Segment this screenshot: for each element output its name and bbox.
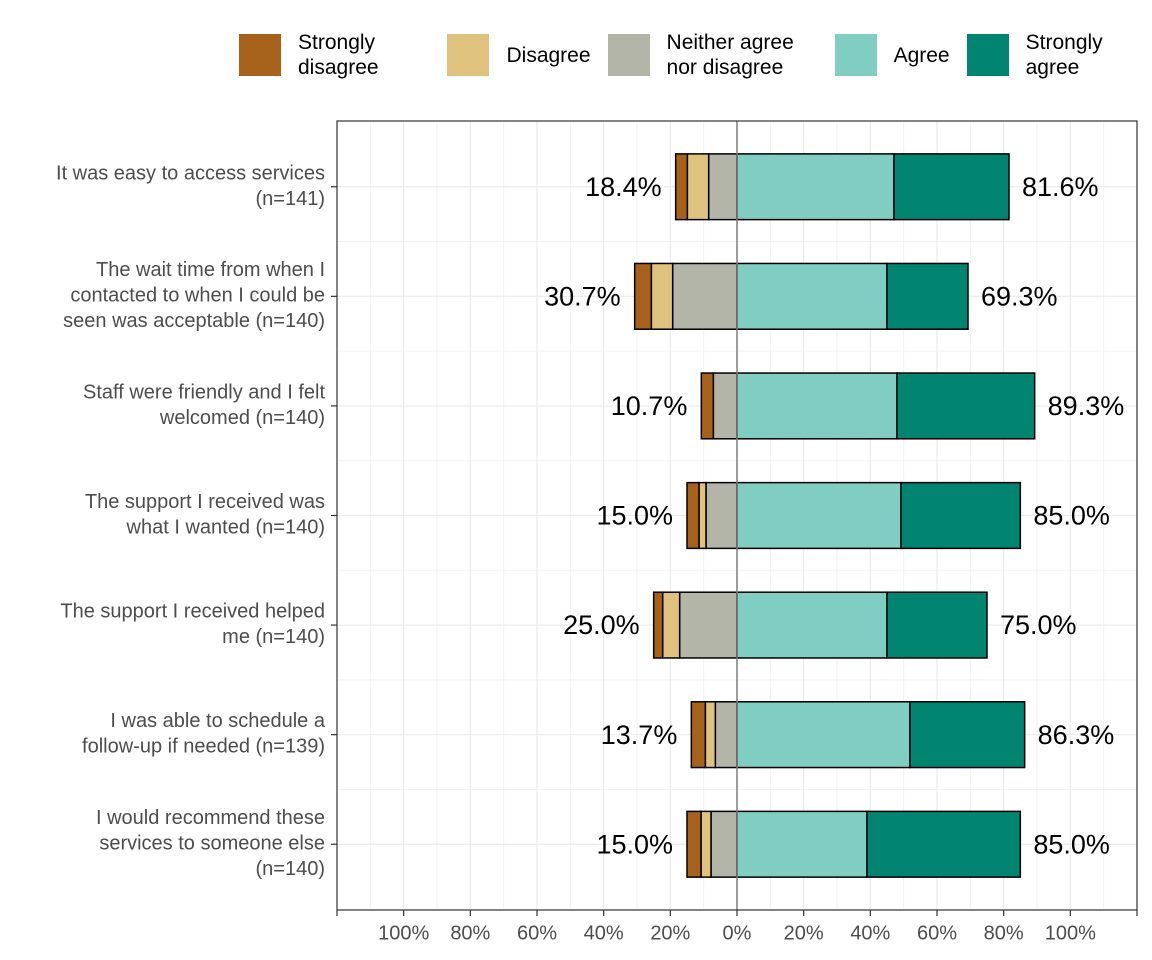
x-tick-label: 60% <box>517 922 557 944</box>
legend-label: Agree <box>893 43 950 67</box>
total-label: 25.0% <box>563 610 640 640</box>
total-label: 15.0% <box>596 501 673 531</box>
y-tick-label: what I wanted (n=140) <box>126 517 325 539</box>
legend-item: Strongly disagree <box>239 30 430 80</box>
legend-swatch <box>447 34 490 76</box>
bar-segment <box>736 810 868 878</box>
legend-item: Strongly agree <box>966 30 1135 80</box>
x-tick-label: 80% <box>450 922 490 944</box>
bar-segment <box>736 591 888 659</box>
legend-label: Strongly agree <box>1025 31 1103 79</box>
legend-label: Neither agree nor disagree <box>666 31 794 79</box>
bar-segment <box>674 153 689 221</box>
x-tick-label: 100% <box>378 922 429 944</box>
total-label: 86.3% <box>1038 720 1115 750</box>
bar-segment <box>671 262 738 330</box>
y-tick-label: seen was acceptable (n=140) <box>63 310 325 332</box>
x-tick-label: 80% <box>984 922 1024 944</box>
bar-segment <box>893 153 1010 221</box>
bar-segment <box>909 701 1026 769</box>
y-tick-label: services to someone else <box>99 833 325 855</box>
y-tick-label: (n=140) <box>256 858 326 880</box>
bar-segment <box>652 591 664 659</box>
bar-segment <box>736 481 902 550</box>
y-tick-label: (n=141) <box>256 188 326 210</box>
bar-segment <box>678 591 738 659</box>
total-label: 89.3% <box>1048 391 1125 421</box>
x-tick-label: 20% <box>650 922 690 944</box>
y-tick-label: It was easy to access services <box>56 162 325 184</box>
total-label: 75.0% <box>1000 610 1077 640</box>
y-tick-label: welcomed (n=140) <box>159 407 325 429</box>
bar-segment <box>698 481 707 550</box>
total-label: 18.4% <box>585 172 662 202</box>
bar-segment <box>736 262 888 330</box>
bar-segment <box>886 591 988 659</box>
bar-segment <box>690 701 707 769</box>
legend-label: Disagree <box>506 43 591 67</box>
legend: Strongly disagree Disagree Neither agree n… <box>239 30 1152 80</box>
bar-segment <box>633 262 653 330</box>
y-tick-label: The wait time from when I <box>96 259 325 281</box>
x-tick-label: 40% <box>850 922 890 944</box>
bar-segment <box>736 153 895 221</box>
legend-label: Strongly disagree <box>298 31 379 79</box>
legend-item: Agree <box>834 34 950 76</box>
total-label: 81.6% <box>1022 172 1099 202</box>
bar-segment <box>714 701 738 769</box>
y-tick-label: contacted to when I could be <box>70 285 325 307</box>
total-label: 10.7% <box>611 391 688 421</box>
total-label: 85.0% <box>1033 501 1110 531</box>
bar-segment <box>866 810 1022 878</box>
total-label: 69.3% <box>981 281 1058 311</box>
bar-segment <box>896 372 1036 440</box>
bar-segment <box>705 481 738 550</box>
y-tick-label: I was able to schedule a <box>110 710 325 732</box>
legend-swatch <box>239 34 281 76</box>
legend-swatch <box>607 34 650 76</box>
bar-segment <box>736 372 898 440</box>
bar-segment <box>712 372 738 440</box>
bar-segment <box>704 701 717 769</box>
bar-segment <box>700 810 712 878</box>
total-label: 85.0% <box>1033 829 1110 859</box>
x-tick-label: 60% <box>917 922 957 944</box>
bar-segment <box>650 262 674 330</box>
y-tick-label: The support I received helped <box>60 601 325 623</box>
x-tick-label: 40% <box>584 922 624 944</box>
y-tick-label: Staff were friendly and I felt <box>83 381 325 403</box>
bar-segment <box>710 810 738 878</box>
total-label: 30.7% <box>544 281 621 311</box>
legend-swatch <box>834 34 877 76</box>
bar-segment <box>686 153 710 221</box>
x-tick-label: 100% <box>1045 922 1096 944</box>
y-tick-label: I would recommend these <box>96 807 325 829</box>
bar-segment <box>686 810 702 878</box>
bar-segment <box>707 153 738 221</box>
total-label: 15.0% <box>596 829 673 859</box>
total-label: 13.7% <box>601 720 678 750</box>
y-tick-label: me (n=140) <box>222 626 325 648</box>
bar-segment <box>686 481 700 550</box>
bar-segment <box>900 481 1022 550</box>
y-tick-label: follow-up if needed (n=139) <box>82 736 325 758</box>
x-tick-label: 20% <box>784 922 824 944</box>
bar-segment <box>736 701 911 769</box>
legend-item: Neither agree nor disagree <box>607 30 818 80</box>
bar-segment <box>886 262 969 330</box>
panel-border <box>336 120 1138 911</box>
legend-item: Disagree <box>447 34 591 76</box>
bar-segment <box>661 591 681 659</box>
y-tick-label: The support I received was <box>85 491 325 513</box>
bar-segment <box>700 372 715 440</box>
x-tick-label: 0% <box>723 922 752 944</box>
legend-swatch <box>966 34 1009 76</box>
